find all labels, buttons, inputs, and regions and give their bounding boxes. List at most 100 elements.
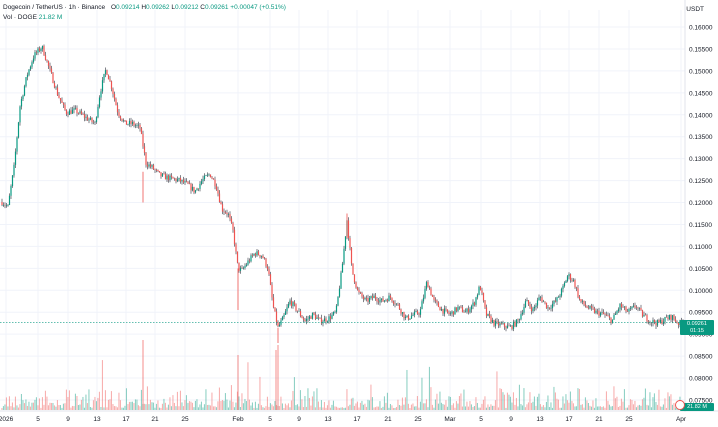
- volume-bar: [130, 401, 132, 410]
- volume-bar: [475, 397, 477, 410]
- candle-body: [493, 320, 495, 326]
- volume-bar: [422, 403, 424, 410]
- volume-bar: [334, 406, 336, 410]
- volume-bar: [85, 394, 87, 410]
- currency-unit[interactable]: USDT: [686, 6, 704, 13]
- volume-bar: [44, 390, 46, 410]
- volume-bar: [521, 405, 523, 410]
- candle-body: [11, 175, 14, 187]
- candle-body: [317, 317, 320, 319]
- candle-body: [176, 179, 179, 182]
- time-axis-label: 21: [595, 416, 603, 423]
- candle-body: [368, 298, 371, 302]
- candle-body: [106, 70, 108, 75]
- volume-bar: [497, 407, 499, 410]
- time-axis-label: 21: [151, 416, 159, 423]
- volume-bar: [545, 401, 547, 410]
- volume-bar: [515, 397, 517, 410]
- volume-bar: [458, 396, 460, 410]
- volume-bar: [185, 395, 187, 410]
- candle-body: [541, 297, 543, 302]
- candle-body: [17, 122, 20, 138]
- volume-bar: [235, 402, 237, 410]
- volume-bar: [5, 397, 7, 410]
- volume-bar: [164, 402, 166, 410]
- volume-bar: [350, 398, 352, 410]
- volume-bar: [265, 406, 267, 410]
- volume-bar: [487, 404, 489, 410]
- volume-bar: [253, 407, 255, 410]
- volume-bar: [572, 403, 574, 410]
- volume-bar: [533, 396, 535, 410]
- candle-body: [172, 177, 174, 179]
- candle-body: [29, 66, 32, 70]
- volume-bar: [188, 401, 190, 410]
- volume-bar: [443, 404, 445, 410]
- candle-body: [115, 98, 117, 106]
- volume-bar: [49, 402, 51, 410]
- candle-body: [232, 222, 234, 230]
- volume-bar: [16, 405, 18, 410]
- candle-body: [530, 307, 533, 312]
- volume-bar: [134, 399, 136, 410]
- volume-bar: [569, 391, 571, 410]
- volume-bar: [82, 396, 84, 410]
- candle-body: [14, 151, 17, 165]
- volume-bar: [64, 403, 66, 410]
- candle-body: [526, 300, 528, 302]
- time-axis-label: 13: [536, 416, 544, 423]
- candle-body: [205, 175, 207, 177]
- high-value: 0.09262: [146, 4, 170, 11]
- volume-bar: [230, 385, 232, 410]
- symbol-title[interactable]: Dogecoin / TetherUS · 1h · Binance: [3, 4, 106, 11]
- candle-body: [316, 317, 318, 319]
- volume-bar: [100, 406, 102, 410]
- volume-bar: [58, 405, 60, 410]
- candle-body: [529, 304, 531, 308]
- candle-body: [238, 262, 240, 271]
- candle-body: [289, 300, 291, 304]
- volume-bar: [457, 403, 459, 410]
- price-axis-label: 0.12500: [689, 178, 713, 185]
- candle-body: [341, 263, 344, 273]
- candle-body: [91, 117, 93, 122]
- candle-body: [116, 105, 119, 113]
- candle-body: [77, 113, 80, 114]
- volume-bar: [254, 401, 256, 410]
- candle-body: [149, 164, 152, 167]
- candle-body: [218, 193, 221, 203]
- volume-label[interactable]: Vol · DOGE: [3, 14, 37, 21]
- volume-bar: [208, 404, 210, 410]
- volume-bar: [154, 407, 156, 410]
- candle-body: [89, 117, 92, 120]
- volume-bar: [77, 405, 79, 410]
- volume-bar: [13, 407, 15, 410]
- volume-bar: [388, 407, 390, 410]
- volume-bar: [526, 404, 528, 410]
- volume-bar: [118, 392, 120, 410]
- volume-bar: [166, 407, 168, 410]
- candle-body: [626, 311, 629, 312]
- candle-body: [155, 169, 158, 171]
- candle-body: [383, 300, 386, 302]
- volume-bar: [650, 407, 652, 410]
- candle-body: [440, 309, 443, 311]
- volume-bar: [643, 397, 645, 410]
- volume-bar: [593, 407, 595, 410]
- volume-bar: [584, 397, 586, 410]
- volume-bar: [508, 394, 510, 410]
- volume-bar: [581, 404, 583, 410]
- candle-body: [229, 214, 231, 219]
- volume-bar: [176, 391, 178, 410]
- volume-bar: [632, 404, 634, 410]
- candle-body: [121, 118, 123, 121]
- candle-body: [407, 315, 410, 320]
- candle-body: [125, 120, 128, 125]
- candle-body: [26, 74, 29, 78]
- candle-body: [202, 179, 204, 182]
- volume-bar: [523, 388, 525, 410]
- gear-icon[interactable]: [675, 400, 685, 410]
- high-label: H: [141, 4, 147, 11]
- candle-body: [520, 314, 522, 320]
